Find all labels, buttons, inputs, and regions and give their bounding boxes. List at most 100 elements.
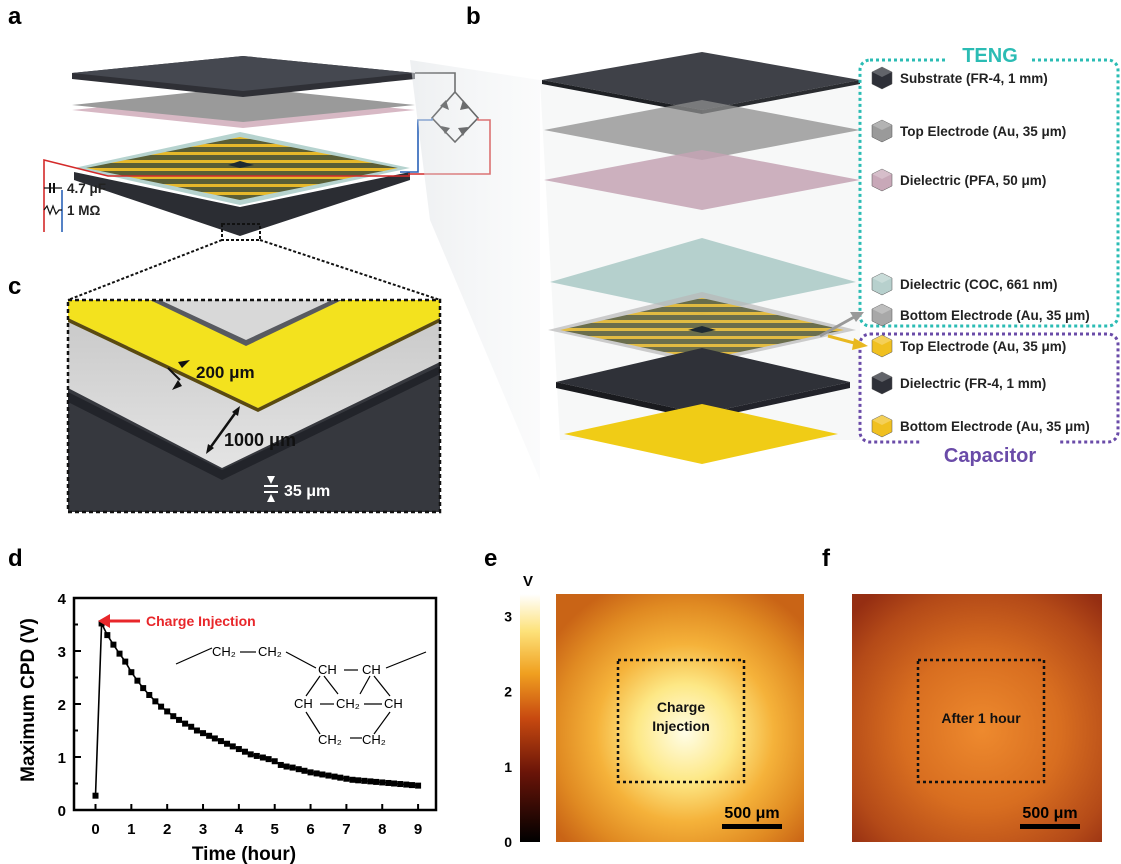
- panel-label-f: f: [822, 545, 831, 572]
- y-axis-label: Maximum CPD (V): [18, 618, 39, 782]
- data-point: [158, 703, 165, 710]
- zoom-frame: [66, 298, 442, 514]
- wire-red-left: [43, 158, 410, 232]
- spiral-electrode: [86, 137, 398, 200]
- data-point: [110, 641, 117, 648]
- box-label-e1: Charge: [657, 699, 705, 715]
- data-point: [379, 779, 386, 786]
- legend-cube-icon: [871, 371, 893, 395]
- panel-d: d Maximum CPD (V) Time (hour) 0 1 2 3 4 5 6 7 8 9…: [8, 545, 438, 864]
- data-point: [397, 781, 404, 788]
- data-point: [193, 727, 200, 734]
- data-point: [319, 771, 326, 778]
- y-tick-label: 2: [58, 697, 66, 714]
- data-point: [313, 770, 320, 777]
- legend-label: Top Electrode (Au, 35 μm): [900, 339, 1066, 354]
- projection-cone: [410, 60, 540, 480]
- data-point: [104, 632, 111, 639]
- series-line: [94, 623, 419, 796]
- y-tick-label: 4: [58, 591, 67, 608]
- x-tick-label: 9: [414, 821, 422, 838]
- panel-label-a: a: [8, 3, 22, 30]
- data-point: [283, 763, 290, 770]
- data-point: [277, 761, 284, 768]
- legend-item-0: Substrate (FR-4, 1 mm): [871, 66, 1048, 90]
- legend-cube-icon: [871, 168, 893, 192]
- y-tick-label: 0: [58, 803, 66, 820]
- data-point: [343, 775, 350, 782]
- dim-1000: 1000 μm: [224, 430, 296, 450]
- kpfm-map-f: [852, 594, 1102, 842]
- chem-ch2-b: CH₂: [258, 644, 282, 659]
- layer-legend: Substrate (FR-4, 1 mm) Top Electrode (Au,…: [871, 66, 1090, 438]
- data-point: [92, 792, 99, 799]
- y-tick-label: 3: [58, 644, 66, 661]
- exploded-bottom-gold: [564, 404, 838, 464]
- scale-bar-label-e: 500 μm: [724, 805, 779, 822]
- x-tick-label: 3: [199, 821, 207, 838]
- legend-cube-icon: [871, 119, 893, 143]
- legend-cube-icon: [871, 334, 893, 358]
- chem-ch-c: CH: [294, 696, 313, 711]
- scale-bar-label-f: 500 μm: [1022, 805, 1077, 822]
- dim-35: 35 μm: [284, 483, 330, 500]
- legend-cube-icon: [871, 272, 893, 296]
- data-point: [211, 735, 218, 742]
- exploded-fr4: [556, 348, 850, 414]
- chem-ch-d: CH: [384, 696, 403, 711]
- data-point: [331, 773, 338, 780]
- data-point: [289, 764, 296, 771]
- capacitor-title: Capacitor: [944, 445, 1036, 467]
- data-point: [415, 782, 422, 789]
- x-tick-label: 7: [342, 821, 350, 838]
- x-tick-label: 6: [306, 821, 314, 838]
- resistor-value: 1 MΩ: [67, 203, 101, 218]
- legend-label: Dielectric (FR-4, 1 mm): [900, 376, 1046, 391]
- box-label-e2: Injection: [652, 718, 710, 734]
- legend-item-2: Dielectric (PFA, 50 μm): [871, 168, 1046, 192]
- colorbar-tick-label: 2: [504, 684, 512, 700]
- data-point: [301, 767, 308, 774]
- chart-marks: [92, 620, 422, 799]
- legend-item-3: Dielectric (COC, 661 nm): [871, 272, 1058, 296]
- exploded-substrate: [542, 52, 860, 110]
- gold-trace: [68, 300, 440, 408]
- x-tick-label: 1: [127, 821, 135, 838]
- scale-bar-f: [1020, 824, 1080, 829]
- capacitor-value: 4.7 μF: [67, 181, 106, 196]
- legend-cube-icon: [871, 66, 893, 90]
- x-tick-label: 0: [91, 821, 99, 838]
- legend-item-7: Bottom Electrode (Au, 35 μm): [871, 414, 1090, 438]
- chem-ch-a: CH: [318, 662, 337, 677]
- data-point: [122, 658, 129, 665]
- legend-label: Bottom Electrode (Au, 35 μm): [900, 308, 1090, 323]
- data-point: [325, 772, 332, 779]
- legend-label: Substrate (FR-4, 1 mm): [900, 71, 1048, 86]
- data-point: [206, 732, 213, 739]
- data-point: [271, 758, 278, 765]
- data-point: [403, 781, 410, 788]
- data-point: [229, 743, 236, 750]
- data-point: [140, 685, 147, 692]
- colorbar-tick-label: 0: [504, 834, 512, 850]
- data-point: [134, 677, 141, 684]
- data-point: [373, 778, 380, 785]
- x-tick-label: 8: [378, 821, 386, 838]
- x-tick-label: 2: [163, 821, 171, 838]
- after-box: [916, 658, 1046, 784]
- data-point: [307, 769, 314, 776]
- legend-cube-icon: [871, 414, 893, 438]
- chart-axes: 0 1 2 3 4 5 6 7 8 9 0 1 2 3 4: [58, 591, 438, 838]
- data-point: [170, 713, 177, 720]
- teng-title: TENG: [962, 45, 1018, 67]
- data-point: [116, 650, 123, 657]
- legend-label: Top Electrode (Au, 35 μm): [900, 124, 1066, 139]
- colorbar-tick-label: 3: [504, 609, 512, 625]
- box-label-f: After 1 hour: [941, 710, 1021, 726]
- x-axis-label: Time (hour): [192, 844, 296, 864]
- panel-label-d: d: [8, 545, 23, 572]
- data-point: [361, 777, 368, 784]
- data-point: [408, 782, 415, 789]
- data-point: [164, 708, 171, 715]
